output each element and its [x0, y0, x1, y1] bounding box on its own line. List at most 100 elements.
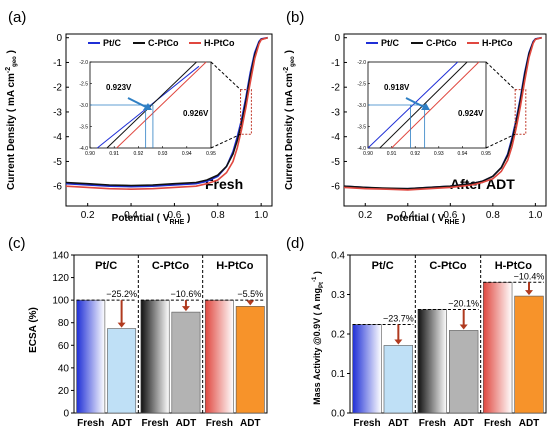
- panel-a-inset-xtick-label: 0.95: [206, 151, 216, 157]
- panel-d-change-label: −10.4%: [514, 271, 545, 281]
- panel-c-ytick-label: 20: [58, 386, 70, 397]
- panel-a-xtick-label: 0.4: [124, 210, 138, 221]
- panel-a-fresh-annotation: Fresh: [205, 176, 243, 192]
- panel-a-legend-label: Pt/C: [103, 38, 122, 48]
- panel-c-xtick-label: Fresh: [141, 418, 168, 429]
- panel-b-zoom-region: [514, 89, 527, 135]
- panel-c-xtick-label: ADT: [240, 418, 261, 429]
- panel-a-inset-series-line: [116, 61, 207, 149]
- panel-a-inset-ytick-label: -2.5: [79, 82, 88, 88]
- panel-d-xtick-label: Fresh: [353, 418, 380, 429]
- panel-a-ytick-label: -6: [53, 182, 62, 193]
- panel-a-letter: (a): [8, 9, 26, 26]
- panel-c-drop-arrow-head: [181, 306, 190, 312]
- panel-c-plot-frame: [73, 254, 268, 414]
- panel-c-xtick-label: Fresh: [206, 418, 233, 429]
- panel-c-ytick-label: 100: [52, 296, 69, 307]
- panel-d-ytick-label: 0.4: [331, 251, 345, 262]
- panel-b-inset-ytick-label: -3.0: [357, 103, 366, 109]
- panel-b-inset-ytick-label: -2.0: [357, 60, 366, 66]
- panel-b-inset-xtick-label: 0.94: [458, 151, 468, 157]
- panel-d-bar-ptc-adt: [383, 345, 414, 414]
- panel-a-zoom-connector: [210, 133, 241, 149]
- panel-d-xtick-label: ADT: [388, 418, 409, 429]
- panel-b-series-cptco-line: [343, 36, 542, 190]
- panel-b-inset-ytick-label: -2.5: [357, 82, 366, 88]
- panel-c-ytick-label: 40: [58, 363, 70, 374]
- panel-d-drop-arrow-head: [394, 339, 403, 345]
- panel-a-ylabel: Current Density ( mA cm-2geo ): [5, 50, 18, 190]
- panel-a-inset-ytick-label: -3.5: [79, 125, 88, 131]
- panel-d-bar-ptc-fresh: [352, 324, 382, 414]
- panel-b-inset-value-label: 0.918V: [384, 83, 410, 92]
- panel-d-mass-activity-bars: (d) Mass Activity @0.9V ( A mgPt-1 ) 0.0…: [286, 235, 547, 429]
- panel-d-xtick-label: Fresh: [484, 418, 511, 429]
- panel-b-inset-xtick-label: 0.91: [387, 151, 397, 157]
- panel-b-inset-value-label: 0.924V: [458, 109, 484, 118]
- panel-a-inset-xtick-label: 0.93: [158, 151, 168, 157]
- panel-d-xtick-label: ADT: [519, 418, 540, 429]
- panel-a-legend-label: C-PtCo: [148, 38, 179, 48]
- panel-b-xtick-label: 0.6: [443, 210, 457, 221]
- panel-c-ytick-label: 120: [52, 273, 69, 284]
- panel-d-drop-arrow-head: [525, 290, 534, 296]
- panel-d-ytick-label: 0.0: [331, 409, 345, 420]
- panel-b-ytick-label: -5: [331, 157, 340, 168]
- panel-c-change-label: −10.6%: [171, 289, 202, 299]
- panel-a-ytick-label: -1: [53, 58, 62, 69]
- panel-c-xtick-label: Fresh: [77, 418, 104, 429]
- panel-d-bar-hptco-adt: [514, 295, 544, 414]
- panel-a-lsv-fresh: (a) Current Density ( mA cm-2geo ) Poten…: [5, 9, 273, 226]
- panel-b-inset-xtick-label: 0.93: [434, 151, 444, 157]
- panel-b-inset-xtick-label: 0.90: [363, 151, 373, 157]
- panel-b-ytick-label: -3: [331, 107, 340, 118]
- panel-a-ytick-label: 0: [56, 33, 62, 44]
- panel-b-xlabel: Potential ( VRHE ): [387, 213, 466, 226]
- panel-b-after-adt-annotation: After ADT: [450, 176, 515, 192]
- panel-b-lsv-after-adt: (b) Current Density ( mA cm-2geo ) Poten…: [283, 9, 547, 226]
- panel-c-bar-ptc-fresh: [76, 299, 106, 414]
- panel-d-ytick-label: 0.3: [331, 290, 345, 301]
- panel-c-bar-cptco-adt: [171, 311, 201, 414]
- panel-a-xtick-label: 0.6: [167, 210, 181, 221]
- panel-b-legend-label: C-PtCo: [426, 38, 457, 48]
- panel-d-bar-cptco-fresh: [417, 309, 447, 414]
- panel-c-drop-arrow-head: [117, 322, 126, 328]
- panel-c-ecsa-bars: (c) ECSA (%) 0 20 40 60 80 100 120 140 Pt/C Fresh…: [8, 235, 268, 429]
- panel-c-letter: (c): [8, 235, 26, 252]
- panel-b-ytick-label: 0: [334, 33, 340, 44]
- panel-d-ytick-label: 0.1: [331, 369, 345, 380]
- panel-c-ytick-label: 60: [58, 341, 70, 352]
- panel-a-zoom-region: [240, 89, 252, 135]
- panel-a-ytick-label: -5: [53, 157, 62, 168]
- panel-a-xlabel: Potential ( VRHE ): [112, 213, 191, 226]
- panel-c-ytick-label: 0: [63, 409, 69, 420]
- panel-c-xtick-label: ADT: [176, 418, 197, 429]
- panel-a-inset-ytick-label: -4.0: [79, 146, 88, 152]
- panel-b-legend-label: Pt/C: [381, 38, 400, 48]
- panel-b-inset-arrow: [405, 97, 427, 109]
- panel-c-group-label: H-PtCo: [216, 260, 254, 272]
- panel-d-group-label: C-PtCo: [429, 260, 467, 272]
- panel-d-xtick-label: Fresh: [419, 418, 446, 429]
- panel-b-ytick-label: -6: [331, 182, 340, 193]
- panel-b-ylabel: Current Density ( mA cm-2geo ): [283, 50, 296, 190]
- panel-c-change-label: −5.5%: [237, 289, 263, 299]
- panel-d-letter: (d): [286, 235, 304, 252]
- panel-b-inset-ytick-label: -3.5: [357, 125, 366, 131]
- panel-b-plot-frame: [343, 33, 547, 207]
- panel-a-zoom-connector: [210, 61, 241, 91]
- panel-d-drop-arrow-head: [459, 324, 468, 330]
- panel-a-ytick-label: -4: [53, 132, 62, 143]
- panel-b-xtick-label: 0.2: [358, 210, 372, 221]
- panel-d-bar-hptco-fresh: [482, 281, 513, 414]
- panel-a-inset-value-label: 0.926V: [183, 109, 209, 118]
- panel-a-inset-xtick-label: 0.94: [182, 151, 192, 157]
- panel-c-ytick-label: 140: [52, 251, 69, 262]
- panel-b-zoom-connector: [485, 61, 516, 91]
- panel-c-bar-hptco-adt: [235, 306, 265, 414]
- panel-c-change-label: −25.2%: [106, 289, 137, 299]
- panel-b-zoom-connector: [485, 133, 516, 149]
- panel-a-xtick-label: 0.2: [81, 210, 95, 221]
